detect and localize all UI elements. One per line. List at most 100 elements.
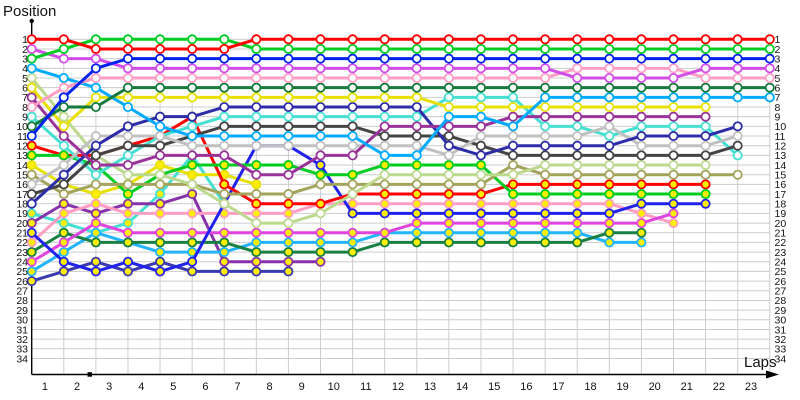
lap-marker	[475, 34, 486, 45]
y-tick-label-right: 10	[775, 121, 787, 133]
lap-marker	[636, 189, 647, 200]
lap-marker	[251, 256, 262, 267]
lap-marker	[187, 72, 198, 83]
lap-marker	[443, 102, 454, 113]
lap-marker	[411, 140, 422, 151]
lap-marker	[475, 140, 486, 151]
series-line	[30, 95, 708, 177]
lap-marker	[540, 111, 551, 122]
lap-marker	[379, 121, 390, 132]
lap-marker	[379, 34, 390, 45]
series-pink-2	[26, 198, 679, 248]
lap-marker	[700, 121, 711, 132]
lap-marker	[700, 34, 711, 45]
lap-marker	[347, 82, 358, 93]
lap-marker	[572, 208, 583, 219]
lap-marker	[315, 150, 326, 161]
lap-marker	[219, 111, 230, 122]
lap-marker	[251, 72, 262, 83]
lap-marker	[155, 121, 166, 132]
lap-marker	[155, 111, 166, 122]
lap-marker	[443, 121, 454, 132]
lap-marker	[732, 140, 743, 151]
lap-marker	[283, 266, 294, 277]
lap-marker	[668, 34, 679, 45]
lap-marker	[347, 92, 358, 103]
lap-marker	[604, 63, 615, 74]
lap-marker	[475, 102, 486, 113]
lap-marker	[187, 189, 198, 200]
lap-marker	[155, 169, 166, 180]
lap-marker	[122, 237, 133, 248]
lap-marker	[122, 102, 133, 113]
lap-marker	[572, 189, 583, 200]
lap-marker	[26, 179, 37, 190]
y-tick-label-left: 3	[22, 53, 28, 65]
series-line	[30, 231, 643, 254]
lap-marker	[58, 198, 69, 209]
lap-marker	[732, 53, 743, 64]
lap-marker	[764, 72, 775, 83]
lap-marker	[187, 179, 198, 190]
lap-marker	[508, 102, 519, 113]
lap-marker	[700, 92, 711, 103]
lap-marker	[283, 160, 294, 171]
lap-marker	[540, 150, 551, 161]
lap-marker	[219, 266, 230, 277]
series-line	[30, 86, 772, 128]
lap-marker	[572, 140, 583, 151]
lap-marker	[251, 266, 262, 277]
lap-marker	[90, 198, 101, 209]
lap-marker	[411, 189, 422, 200]
lap-marker	[636, 131, 647, 142]
lap-marker	[90, 72, 101, 83]
lap-marker	[315, 237, 326, 248]
lap-marker	[636, 150, 647, 161]
y-tick-label-right: 8	[775, 102, 781, 114]
x-tick-label: 5	[170, 381, 176, 393]
lap-marker	[475, 131, 486, 142]
y-tick-label-left: 33	[16, 344, 28, 356]
lap-marker	[26, 150, 37, 161]
lap-marker	[540, 208, 551, 219]
lap-marker	[347, 169, 358, 180]
lap-marker	[443, 218, 454, 229]
lap-marker	[411, 43, 422, 54]
lap-marker	[90, 63, 101, 74]
y-tick-label-left: 21	[16, 228, 28, 240]
lap-marker	[155, 92, 166, 103]
lap-marker	[475, 82, 486, 93]
lap-marker	[26, 82, 37, 93]
lap-marker	[572, 227, 583, 238]
lap-marker	[283, 208, 294, 219]
lap-marker	[668, 53, 679, 64]
lap-marker	[58, 208, 69, 219]
lap-marker	[668, 111, 679, 122]
lap-marker	[443, 72, 454, 83]
lap-marker	[58, 179, 69, 190]
lap-marker	[572, 160, 583, 171]
lap-marker	[26, 247, 37, 258]
y-tick-label-left: 29	[16, 305, 28, 317]
lap-marker	[604, 150, 615, 161]
x-tick-label: 20	[649, 381, 661, 393]
lap-marker	[668, 102, 679, 113]
y-tick-label-left: 24	[16, 257, 28, 269]
x-tick-label: 16	[520, 381, 532, 393]
lap-marker	[26, 121, 37, 132]
lap-marker	[90, 140, 101, 151]
lap-marker	[475, 208, 486, 219]
lap-marker	[508, 150, 519, 161]
lap-marker	[636, 160, 647, 171]
y-tick-label-right: 4	[775, 63, 781, 75]
lap-marker	[155, 160, 166, 171]
lap-marker	[219, 150, 230, 161]
lap-marker	[122, 208, 133, 219]
lap-marker	[572, 63, 583, 74]
lap-marker	[90, 266, 101, 277]
lap-marker	[540, 160, 551, 171]
lap-marker	[379, 150, 390, 161]
lap-marker	[155, 237, 166, 248]
lap-marker	[26, 53, 37, 64]
lap-marker	[700, 169, 711, 180]
